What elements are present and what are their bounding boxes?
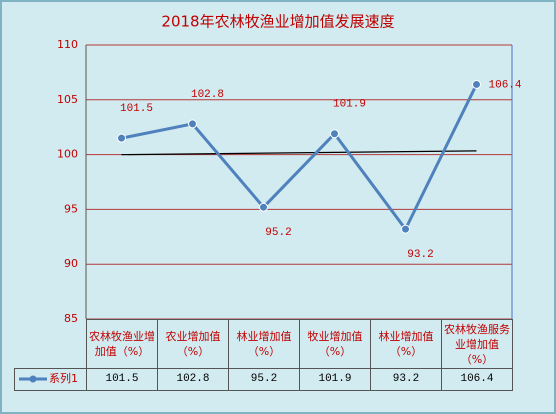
value-cell: 106.4 <box>441 368 513 391</box>
legend-key <box>19 375 47 383</box>
value-cell: 93.2 <box>370 368 442 391</box>
legend-label: 系列1 <box>49 372 78 385</box>
y-tick-label: 90 <box>64 257 78 270</box>
series-line <box>121 83 478 232</box>
legend-marker <box>29 375 37 383</box>
value-cell: 101.9 <box>299 368 371 391</box>
marker <box>117 133 126 143</box>
value-cell: 95.2 <box>228 368 300 391</box>
data-label: 95.2 <box>265 227 291 239</box>
category-cell: 牧业增加值（%） <box>299 319 371 369</box>
data-label: 101.5 <box>120 103 153 115</box>
marker <box>330 129 339 139</box>
chart-title: 2018年农林牧渔业增加值发展速度 <box>161 13 394 31</box>
y-tick-label: 100 <box>57 148 78 161</box>
data-label: 101.9 <box>333 99 366 111</box>
marker <box>188 119 197 129</box>
marker <box>259 202 268 212</box>
category-cell: 林业增加值（%） <box>228 319 300 369</box>
y-tick-label: 110 <box>57 38 78 51</box>
category-cell: 农业增加值（%） <box>157 319 229 369</box>
category-cell: 农林牧渔服务业增加值（%） <box>441 319 513 369</box>
y-tick-label: 95 <box>64 202 78 215</box>
category-cell: 农林牧渔业增加值（%） <box>86 319 158 369</box>
y-tick-label: 105 <box>57 93 78 106</box>
trendline <box>121 150 477 156</box>
value-cell: 101.5 <box>86 368 158 391</box>
series-row: 系列1 101.5 102.8 95.2 101.9 93.2 106.4 <box>14 368 513 391</box>
corner <box>14 319 87 369</box>
data-label: 106.4 <box>489 79 522 91</box>
data-label: 102.8 <box>191 89 224 101</box>
data-table: 农林牧渔业增加值（%） 农业增加值（%） 林业增加值（%） 牧业增加值（%） 林业增加值… <box>14 319 513 391</box>
value-cell: 102.8 <box>157 368 229 391</box>
data-label: 93.2 <box>407 249 433 261</box>
category-cell: 林业增加值（%） <box>370 319 442 369</box>
marker <box>472 79 481 89</box>
marker <box>401 224 410 234</box>
header-row: 农林牧渔业增加值（%） 农业增加值（%） 林业增加值（%） 牧业增加值（%） 林业增加值… <box>14 319 513 369</box>
legend-cell: 系列1 <box>14 368 87 391</box>
